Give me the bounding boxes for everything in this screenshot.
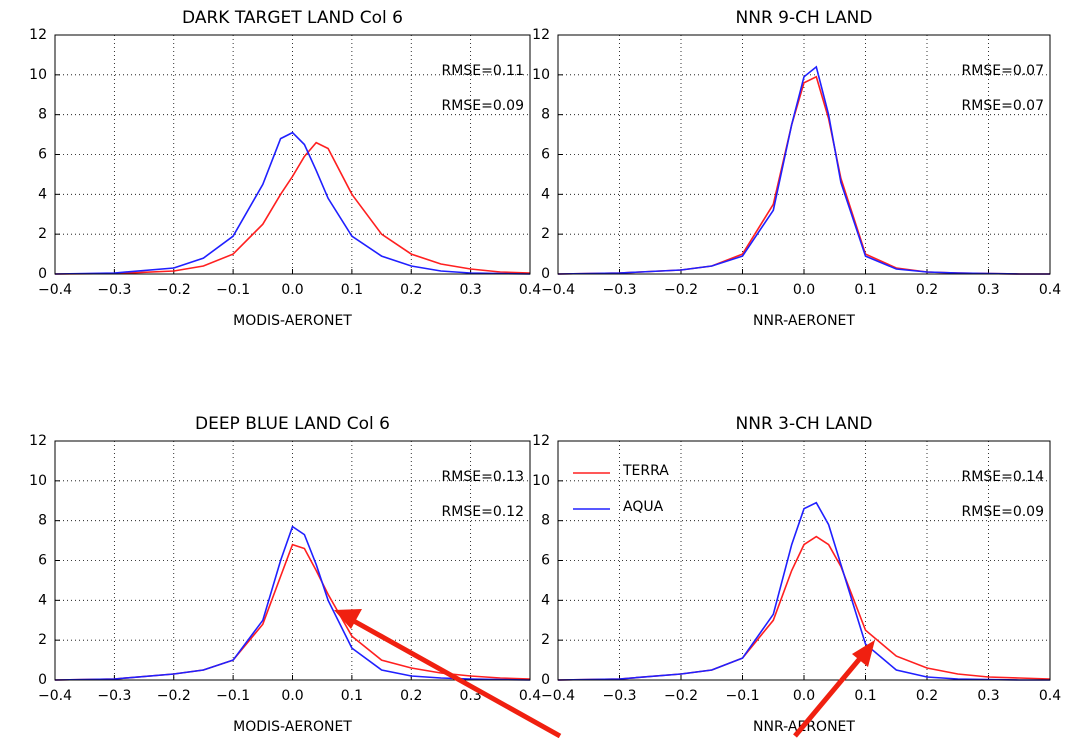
x-tick-label: −0.1 [726,282,760,298]
x-tick-label: 0.1 [854,688,876,704]
x-tick-label: −0.3 [603,688,637,704]
x-tick-label: 0.1 [341,282,363,298]
x-tick-label: −0.3 [97,282,131,298]
x-tick-label: −0.2 [157,688,191,704]
plot-frame [54,440,531,681]
rmse-annotation: RMSE=0.13 [442,469,524,485]
x-tick-label: −0.3 [603,282,637,298]
y-tick-label: 10 [532,67,550,83]
series-line [54,141,531,275]
x-axis-label: MODIS-AERONET [233,313,352,329]
x-tick-label: −0.4 [541,282,575,298]
x-tick-label: 0.0 [793,282,815,298]
y-tick-label: 2 [38,632,47,648]
x-tick-label: −0.2 [664,282,698,298]
x-tick-label: 0.2 [916,282,938,298]
x-tick-label: −0.1 [726,688,760,704]
y-tick-label: 0 [541,266,550,282]
series-line [54,543,531,681]
x-tick-label: −0.3 [97,688,131,704]
series-line [557,501,1050,681]
x-tick-label: 0.3 [977,282,999,298]
x-tick-label: 0.2 [400,688,422,704]
rmse-annotation: RMSE=0.09 [962,504,1044,520]
y-tick-label: 0 [38,266,47,282]
y-tick-label: 12 [29,433,47,449]
y-tick-label: 4 [38,592,47,608]
x-tick-label: 0.0 [281,688,303,704]
x-tick-label: 0.4 [519,688,541,704]
y-tick-label: 6 [38,147,47,163]
x-tick-label: 0.0 [281,282,303,298]
x-tick-label: 0.0 [793,688,815,704]
x-tick-label: −0.2 [157,282,191,298]
plot-frame [54,34,531,275]
x-tick-label: −0.4 [38,688,72,704]
x-tick-label: 0.1 [341,688,363,704]
x-axis-label: MODIS-AERONET [233,719,352,735]
y-tick-label: 12 [29,27,47,43]
y-tick-label: 0 [38,672,47,688]
arrow-head [852,640,875,667]
x-tick-label: −0.2 [664,688,698,704]
x-tick-label: 0.3 [977,688,999,704]
y-tick-label: 10 [532,473,550,489]
rmse-annotation: RMSE=0.14 [962,469,1045,485]
x-tick-label: 0.2 [916,688,938,704]
rmse-annotation: RMSE=0.11 [442,63,524,79]
arrow-shaft [793,654,864,738]
plot-frame [557,440,1051,681]
x-tick-label: −0.4 [541,688,575,704]
x-tick-label: 0.1 [854,282,876,298]
annotation-arrows [334,609,875,738]
chart-title: DEEP BLUE LAND Col 6 [195,414,390,434]
rmse-annotation: RMSE=0.09 [442,98,524,114]
chart-title: NNR 3-CH LAND [736,414,873,434]
y-tick-label: 12 [532,27,550,43]
series-line [557,65,1050,275]
y-tick-label: 4 [38,186,47,202]
x-tick-label: −0.1 [216,282,250,298]
rmse-annotation: RMSE=0.12 [442,504,524,520]
y-tick-label: 2 [38,226,47,242]
y-tick-label: 8 [541,513,550,529]
rmse-annotation: RMSE=0.07 [962,63,1044,79]
x-tick-label: 0.3 [459,282,481,298]
y-tick-label: 12 [532,433,550,449]
series-line [557,535,1051,681]
x-tick-label: 0.2 [400,282,422,298]
y-tick-label: 8 [38,107,47,123]
chart-title: NNR 9-CH LAND [736,8,873,28]
arrow-head [334,609,362,629]
y-tick-label: 6 [541,147,550,163]
plot-frame [557,34,1051,275]
legend-label: TERRA [622,463,669,479]
y-tick-label: 6 [541,553,550,569]
x-tick-label: 0.4 [1039,688,1061,704]
y-tick-label: 2 [541,632,550,648]
x-axis-label: NNR-AERONET [753,313,855,329]
arrow-shaft [350,617,562,738]
legend-label: AQUA [623,499,664,515]
x-tick-label: −0.4 [38,282,72,298]
y-tick-label: 8 [541,107,550,123]
y-tick-label: 8 [38,513,47,529]
y-tick-label: 4 [541,592,550,608]
y-tick-label: 10 [29,473,47,489]
y-tick-label: 2 [541,226,550,242]
series-line [54,131,531,275]
x-tick-label: 0.4 [1039,282,1061,298]
y-tick-label: 10 [29,67,47,83]
plots: DARK TARGET LAND Col 6 MODIS-AERONET 0 2 4 6 8… [29,8,1061,735]
y-tick-label: 6 [38,553,47,569]
x-tick-label: −0.1 [216,688,250,704]
chart-title: DARK TARGET LAND Col 6 [182,8,403,28]
x-tick-label: 0.4 [519,282,541,298]
series-line [54,525,531,681]
rmse-annotation: RMSE=0.07 [962,98,1044,114]
y-tick-label: 0 [541,672,550,688]
y-tick-label: 4 [541,186,550,202]
